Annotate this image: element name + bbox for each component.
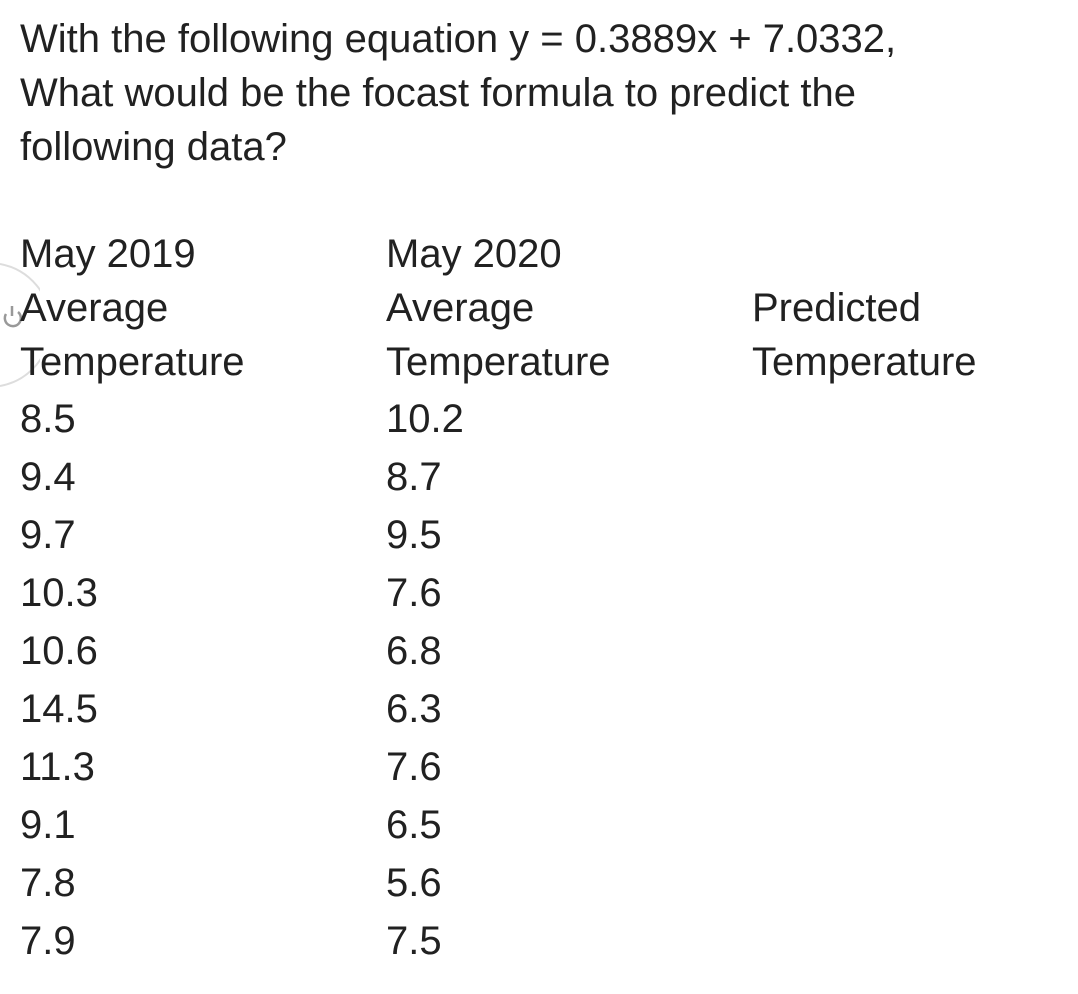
table-cell: 5.6 (386, 861, 442, 905)
table-cell: 10.6 (20, 629, 98, 673)
table-cell: 14.5 (20, 687, 98, 731)
table-cell: 10.3 (20, 571, 98, 615)
table-cell: 7.8 (20, 861, 76, 905)
table-cell: 8.5 (20, 397, 76, 441)
table-cell: 6.3 (386, 687, 442, 731)
table-cell: 9.1 (20, 803, 76, 847)
column-header: Average (386, 286, 535, 330)
refresh-icon[interactable] (0, 262, 40, 388)
question-line: With the following equation y = 0.3889x … (20, 17, 897, 61)
table-cell: 10.2 (386, 397, 464, 441)
question-line: What would be the focast formula to pred… (20, 71, 856, 115)
question: With the following equation y = 0.3889x … (20, 12, 896, 174)
table-cell: 9.7 (20, 513, 76, 557)
column-header: May 2019 (20, 232, 196, 276)
table-cell: 7.9 (20, 919, 76, 963)
column-header: Temperature (386, 340, 611, 384)
table-cell: 7.6 (386, 745, 442, 789)
column-header: Temperature (752, 340, 977, 384)
table-cell: 8.7 (386, 455, 442, 499)
column-header: Predicted (752, 286, 921, 330)
column-header: Average (20, 286, 169, 330)
table-cell: 11.3 (20, 745, 95, 789)
table-cell: 7.5 (386, 919, 442, 963)
table-cell: 6.8 (386, 629, 442, 673)
question-line: following data? (20, 125, 287, 169)
column-header: May 2020 (386, 232, 562, 276)
table-cell: 6.5 (386, 803, 442, 847)
column-header: Temperature (20, 340, 245, 384)
table-cell: 9.5 (386, 513, 442, 557)
table-cell: 7.6 (386, 571, 442, 615)
table-cell: 9.4 (20, 455, 76, 499)
